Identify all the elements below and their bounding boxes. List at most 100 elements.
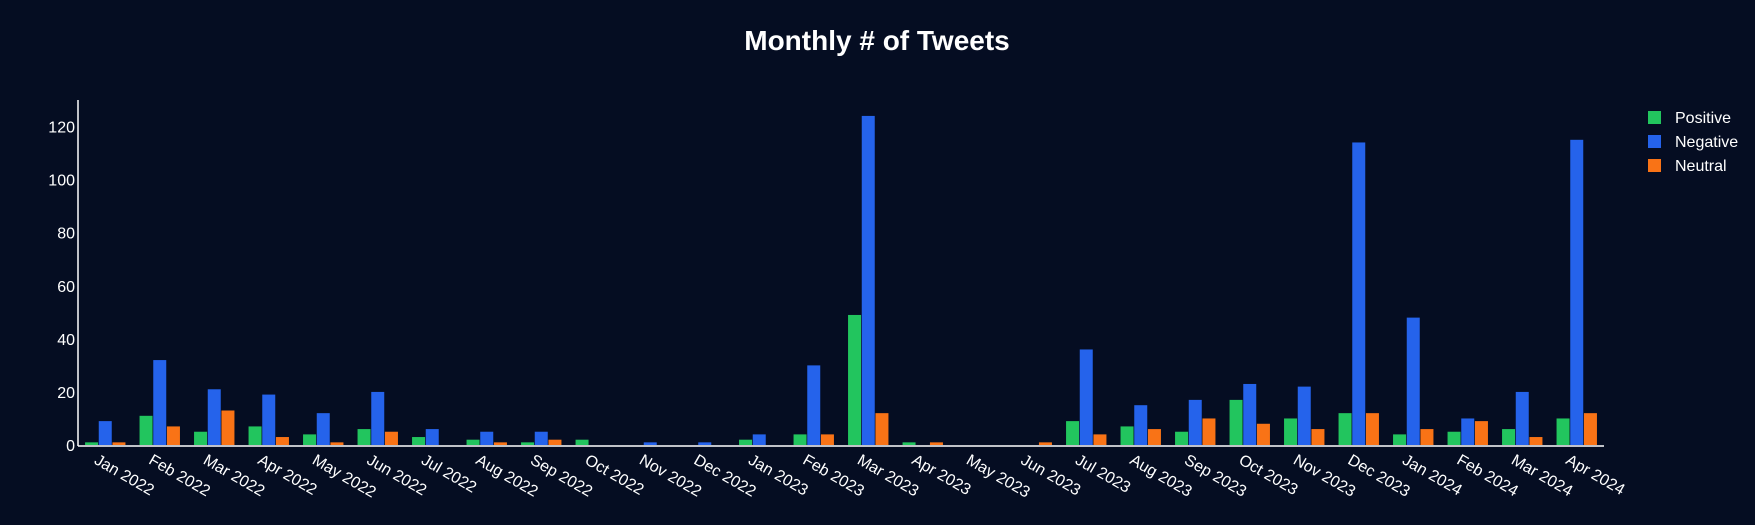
x-tick-label: Mar 2024: [1508, 452, 1575, 501]
bar-neutral: [1147, 429, 1161, 445]
bar-positive: [521, 442, 535, 445]
bar-neutral: [1420, 429, 1434, 445]
bar-neutral: [493, 442, 507, 445]
bar-neutral: [112, 442, 126, 445]
bar-positive: [1556, 418, 1570, 445]
y-tick-label: 120: [48, 120, 75, 137]
bar-positive: [412, 437, 426, 445]
bar-positive: [357, 429, 371, 445]
bar-positive: [303, 434, 317, 445]
x-tick-label: Jul 2022: [418, 452, 479, 497]
legend-item-neutral[interactable]: Neutral: [1648, 158, 1727, 175]
bar-negative: [807, 365, 821, 445]
legend-label: Neutral: [1675, 158, 1727, 175]
bar-positive: [793, 434, 807, 445]
bar-positive: [739, 439, 753, 445]
x-tick-label: Jan 2022: [91, 452, 157, 500]
bar-negative: [643, 442, 657, 445]
bar-negative: [1461, 418, 1475, 445]
legend-label: Negative: [1675, 134, 1738, 151]
bar-negative: [153, 360, 167, 445]
bar-negative: [861, 115, 875, 445]
bar-positive: [1066, 421, 1080, 445]
bar-neutral: [1474, 421, 1488, 445]
bar-negative: [207, 389, 221, 445]
bar-neutral: [1202, 418, 1216, 445]
bar-neutral: [275, 437, 289, 445]
bar-neutral: [1093, 434, 1107, 445]
x-tick-label: Apr 2024: [1563, 452, 1628, 499]
bar-positive: [848, 314, 862, 445]
x-tick-label: Jan 2023: [745, 452, 811, 500]
bar-negative: [262, 394, 276, 445]
bar-neutral: [1311, 429, 1325, 445]
bars-group: [85, 115, 1597, 446]
bar-negative: [1406, 317, 1420, 445]
x-tick-label: Mar 2023: [854, 452, 921, 501]
bar-negative: [1570, 139, 1584, 446]
bar-neutral: [1583, 413, 1597, 445]
y-axis-ticks: 0 20 40 60 80 100 120: [48, 120, 75, 455]
bar-negative: [480, 431, 494, 445]
bar-neutral: [330, 442, 344, 445]
legend-swatch-positive: [1648, 111, 1661, 124]
bar-neutral: [1365, 413, 1379, 445]
legend-swatch-negative: [1648, 135, 1661, 148]
y-tick-label: 40: [57, 332, 75, 349]
bar-negative: [752, 434, 766, 445]
y-tick-label: 100: [48, 173, 75, 190]
bar-positive: [1284, 418, 1298, 445]
legend-swatch-neutral: [1648, 159, 1661, 172]
x-tick-label: Feb 2023: [800, 452, 867, 501]
bar-negative: [1243, 383, 1257, 445]
bar-positive: [1120, 426, 1134, 445]
bar-negative: [371, 391, 385, 445]
bar-negative: [1134, 405, 1148, 445]
x-tick-label: Jan 2024: [1399, 452, 1465, 500]
bar-neutral: [1529, 437, 1543, 445]
bar-neutral: [548, 439, 562, 445]
bar-positive: [1229, 399, 1243, 445]
bar-negative: [534, 431, 548, 445]
bar-negative: [1352, 142, 1366, 445]
bar-positive: [85, 442, 99, 445]
bar-positive: [1338, 413, 1352, 445]
bar-neutral: [1256, 423, 1270, 445]
bar-positive: [194, 431, 208, 445]
bar-neutral: [1038, 442, 1052, 445]
x-tick-label: Mar 2022: [200, 452, 267, 501]
legend-item-positive[interactable]: Positive: [1648, 110, 1731, 127]
bar-neutral: [820, 434, 834, 445]
bar-positive: [1175, 431, 1189, 445]
bar-neutral: [221, 410, 235, 445]
x-tick-label: Feb 2024: [1454, 452, 1521, 501]
chart-title: Monthly # of Tweets: [744, 25, 1010, 56]
bar-neutral: [929, 442, 943, 445]
bar-negative: [425, 429, 439, 445]
x-tick-label: Jul 2023: [1072, 452, 1133, 497]
bar-positive: [466, 439, 480, 445]
bar-positive: [575, 439, 589, 445]
legend[interactable]: Positive Negative Neutral: [1648, 110, 1738, 175]
x-tick-label: Apr 2022: [255, 452, 320, 499]
bar-neutral: [166, 426, 180, 445]
y-tick-label: 60: [57, 279, 75, 296]
legend-label: Positive: [1675, 110, 1731, 127]
bar-positive: [248, 426, 262, 445]
bar-positive: [1393, 434, 1407, 445]
bar-positive: [1447, 431, 1461, 445]
bar-positive: [139, 415, 153, 445]
bar-negative: [316, 413, 330, 445]
bar-negative: [1297, 386, 1311, 445]
bar-positive: [1502, 429, 1516, 445]
bar-negative: [698, 442, 712, 445]
bar-neutral: [384, 431, 398, 445]
bar-negative: [1188, 399, 1202, 445]
bar-negative: [1515, 391, 1529, 445]
y-tick-label: 80: [57, 226, 75, 243]
bar-negative: [98, 421, 112, 445]
x-tick-label: Apr 2023: [909, 452, 974, 499]
legend-item-negative[interactable]: Negative: [1648, 134, 1738, 151]
